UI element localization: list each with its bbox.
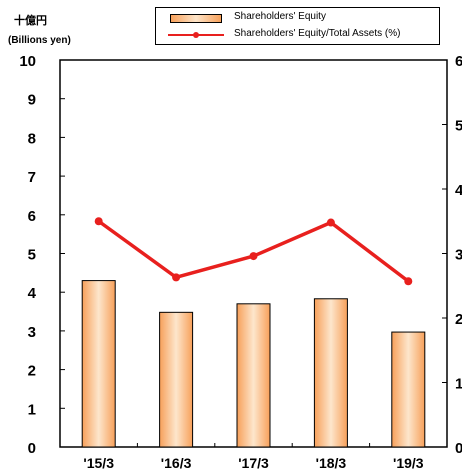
left-tick-label: 9	[28, 92, 36, 109]
left-tick-label: 6	[28, 208, 36, 225]
right-tick-label: 0	[455, 440, 462, 457]
x-tick-label: '17/3	[238, 455, 269, 471]
legend-label-ratio: Shareholders' Equity/Total Assets (%)	[234, 28, 401, 39]
legend-label-equity: Shareholders' Equity	[234, 11, 326, 22]
left-tick-label: 4	[28, 285, 37, 302]
left-tick-label: 2	[28, 363, 36, 380]
left-tick-label: 8	[28, 130, 36, 147]
bar-equity	[81, 280, 116, 448]
line-point	[172, 273, 181, 282]
line-point	[249, 252, 258, 261]
x-tick-label: '15/3	[83, 455, 114, 471]
bar-equity	[236, 303, 271, 448]
left-tick-label: 10	[19, 53, 36, 70]
legend-marker	[193, 32, 199, 38]
right-tick-label: 6	[455, 53, 462, 70]
x-tick-label: '19/3	[393, 455, 424, 471]
legend-bar-swatch	[170, 14, 222, 23]
line-point	[326, 218, 335, 227]
right-tick-label: 1	[455, 376, 462, 393]
left-axis-unit-jp: 十億円	[14, 14, 47, 27]
x-tick-label: '16/3	[161, 455, 192, 471]
bar-equity	[391, 331, 426, 448]
line-point	[404, 277, 413, 286]
left-tick-label: 1	[28, 401, 36, 418]
right-tick-label: 4	[455, 182, 462, 199]
left-tick-label: 7	[28, 169, 36, 186]
right-tick-label: 5	[455, 118, 462, 135]
bar-equity	[159, 311, 194, 448]
left-tick-label: 5	[28, 247, 36, 264]
right-tick-label: 3	[455, 247, 462, 264]
chart-legend: Shareholders' Equity Shareholders' Equit…	[155, 7, 440, 45]
left-axis-unit-en: (Billions yen)	[8, 35, 71, 46]
x-tick-label: '18/3	[316, 455, 347, 471]
bar-equity	[313, 298, 348, 448]
right-tick-label: 2	[455, 311, 462, 328]
left-tick-label: 3	[28, 324, 36, 341]
line-point	[94, 217, 103, 226]
left-tick-label: 0	[28, 440, 36, 457]
